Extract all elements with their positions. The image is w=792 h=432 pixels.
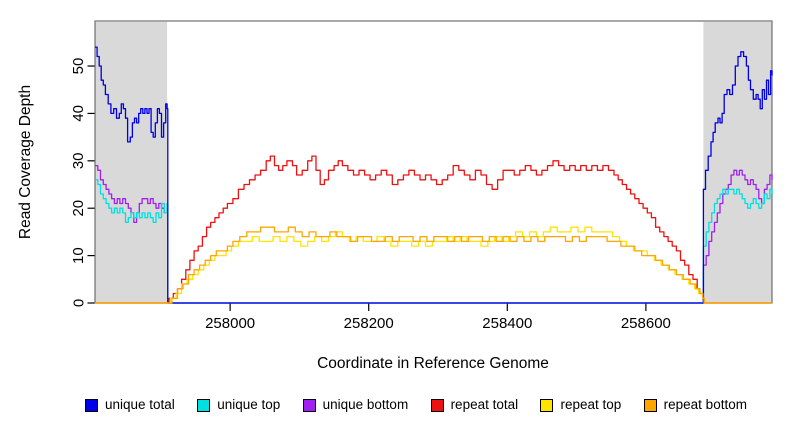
series-line-repeat-total	[95, 155, 772, 304]
x-tick-label: 258600	[621, 315, 671, 332]
legend-label: repeat bottom	[663, 397, 747, 413]
unique-region-shades	[95, 22, 772, 303]
chart-legend: unique total unique top unique bottom repea…	[85, 396, 747, 414]
plot-box	[94, 20, 773, 304]
legend-swatch	[643, 398, 657, 412]
legend-item-unique-top: unique top	[197, 398, 280, 412]
y-tick-label: 10	[70, 247, 87, 264]
series-lines	[95, 46, 773, 304]
y-axis-title: Read Coverage Depth	[17, 85, 34, 239]
legend-swatch	[430, 398, 444, 412]
legend-label: repeat top	[560, 397, 622, 413]
legend-swatch	[85, 398, 98, 412]
y-tick-label: 0	[70, 299, 87, 307]
legend-item-repeat-top: repeat top	[540, 398, 621, 412]
legend-label: unique top	[217, 397, 281, 413]
y-tick-label: 20	[70, 200, 87, 217]
axes: 258000 258200 258400 258600 0 10 20 30 40 50	[70, 58, 671, 332]
y-tick-label: 50	[70, 58, 87, 75]
legend-label: unique total	[105, 397, 175, 413]
series-line-unique-bottom	[95, 164, 773, 304]
legend-swatch	[197, 398, 211, 412]
legend-label: repeat total	[450, 397, 519, 413]
legend-label: unique bottom	[322, 397, 409, 413]
legend-swatch	[540, 398, 554, 412]
x-tick-label: 258000	[205, 315, 255, 332]
plot-border	[94, 20, 773, 304]
y-tick-label: 30	[70, 152, 87, 169]
legend-item-unique-total: unique total	[85, 398, 175, 412]
y-tick-label: 40	[70, 105, 87, 122]
x-tick-label: 258200	[344, 315, 394, 332]
x-axis-title: Coordinate in Reference Genome	[317, 355, 549, 372]
legend-item-repeat-bottom: repeat bottom	[643, 397, 747, 413]
legend-item-repeat-total: repeat total	[430, 397, 519, 413]
series-line-unique-total	[95, 46, 773, 304]
legend-item-unique-bottom: unique bottom	[302, 397, 409, 413]
x-tick-label: 258400	[482, 315, 532, 332]
series-line-repeat-bottom	[95, 226, 772, 304]
legend-swatch	[302, 398, 316, 412]
unique-region-shade	[703, 22, 772, 303]
unique-region-shade	[95, 22, 168, 303]
